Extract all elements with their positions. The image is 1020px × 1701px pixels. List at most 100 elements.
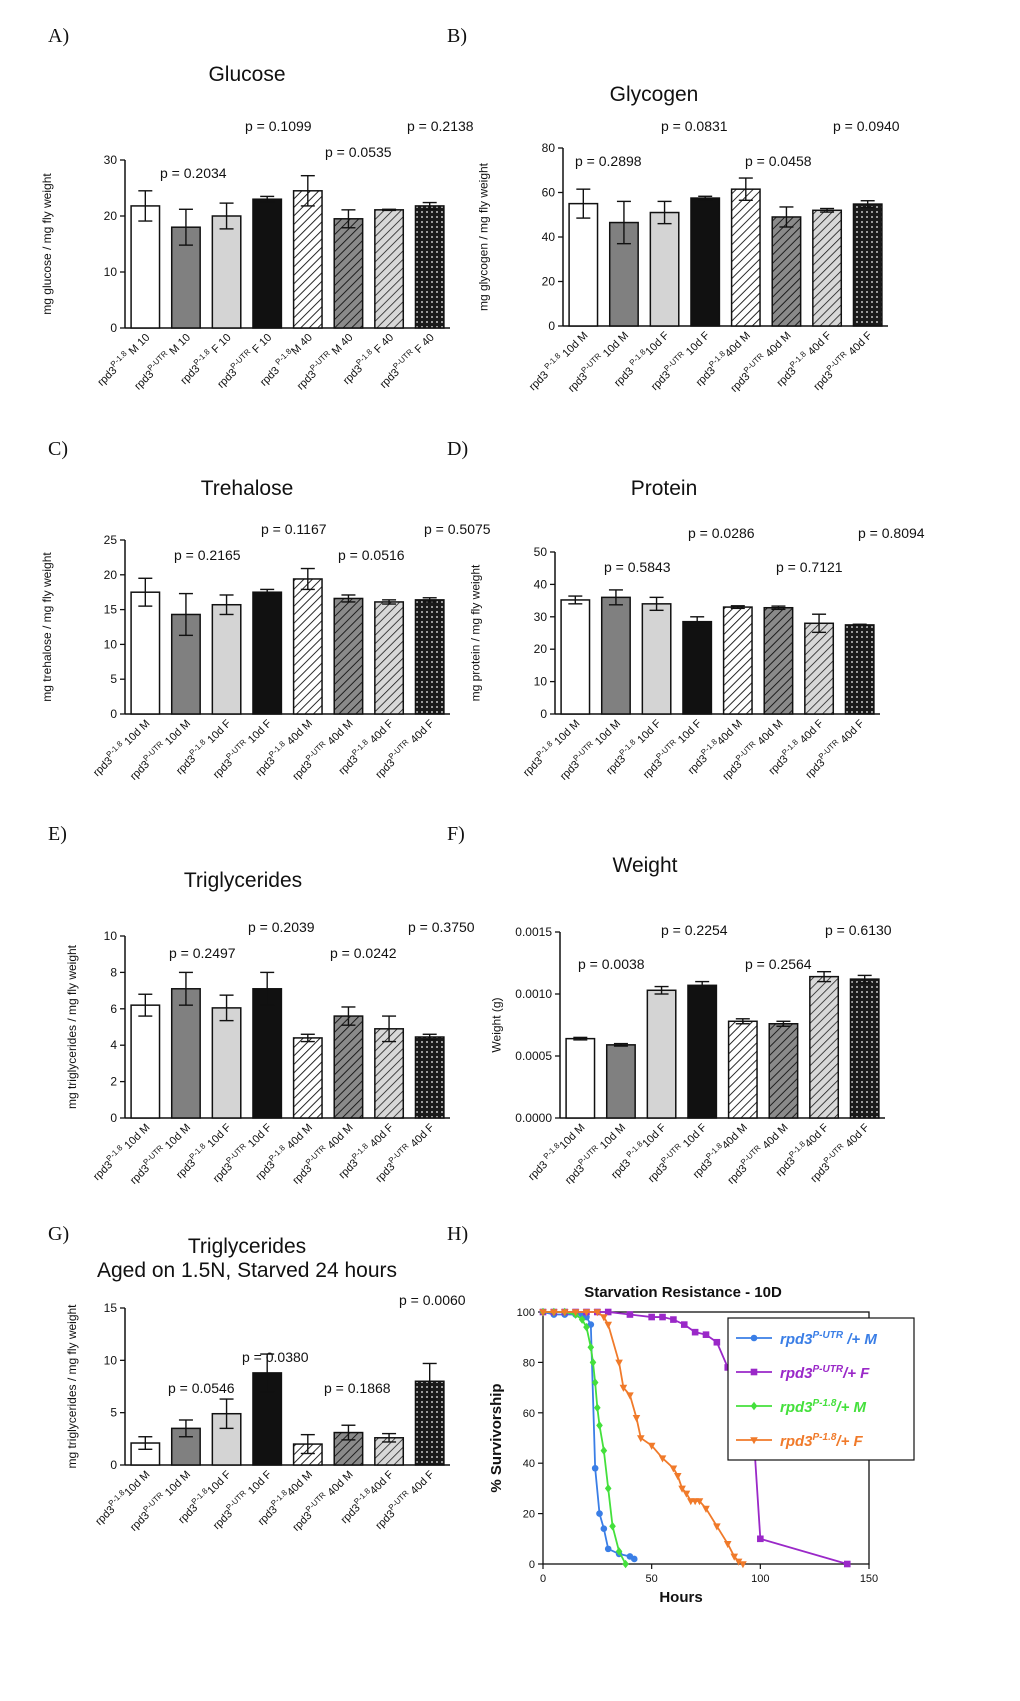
x-tick-label-text: 40d M [285, 1469, 315, 1499]
x-tick-label-text: rpd3 [176, 1502, 200, 1526]
bar [211, 215, 242, 329]
legend-label-sup: P-1.8 [813, 1432, 837, 1443]
x-tick-label-text: 40d M [323, 1469, 355, 1501]
x-tick-label-text: rpd3 [686, 753, 710, 777]
bar [646, 989, 677, 1119]
y-tick-label: 25 [104, 533, 118, 547]
x-tick-label-text: rpd3 [211, 757, 235, 781]
y-tick-label: 10 [534, 675, 548, 689]
bar [641, 603, 672, 715]
data-point [594, 1403, 601, 1413]
y-tick-label: 0.0010 [515, 987, 552, 1001]
chart-title: Glucose [208, 63, 285, 86]
data-point [669, 1465, 678, 1473]
x-tick-label-text: rpd3 [609, 1155, 635, 1181]
data-point [632, 1415, 641, 1423]
data-point [596, 1421, 603, 1430]
legend-label: rpd3P-UTR /+ M [780, 1330, 877, 1348]
p-value-label: p = 0.0831 [661, 118, 728, 134]
series-line [543, 1311, 744, 1565]
x-tick-label-text: rpd3 [526, 1157, 552, 1183]
p-value-label: p = 0.1099 [245, 118, 312, 134]
bar [211, 603, 242, 715]
bar [130, 205, 161, 329]
x-tick-label-text: rpd3 [91, 1159, 115, 1183]
legend-label-text: rpd3 [780, 1365, 813, 1382]
data-point [615, 1359, 623, 1367]
y-tick-label: 20 [534, 642, 548, 656]
y-tick-label: 10 [104, 265, 118, 279]
x-tick-label-text: 10d M [161, 718, 193, 750]
panel-label: A) [48, 25, 69, 47]
bar [812, 209, 843, 327]
panel-label: E) [48, 823, 67, 845]
data-point [615, 1547, 623, 1556]
legend-label: rpd3P-UTR/+ F [780, 1364, 870, 1382]
data-point [622, 1559, 629, 1569]
x-tick-label-text: rpd3 [290, 759, 314, 783]
bar [130, 1004, 161, 1119]
y-tick-label: 20 [542, 275, 556, 289]
x-tick-label-text: M 40 [328, 332, 356, 360]
p-value-label: p = 0.0516 [338, 547, 405, 563]
x-tick-label-text: rpd3 [337, 753, 361, 777]
x-tick-label-text: rpd3 [256, 1504, 280, 1528]
series-orange [539, 1309, 747, 1569]
bar [292, 578, 323, 715]
p-value-label: p = 0.0940 [833, 118, 900, 134]
x-tick-label-text: 10d M [596, 1122, 628, 1154]
x-tick-label-text: 40d F [804, 329, 835, 360]
data-point [587, 1342, 595, 1352]
legend-label-text: /+ F [835, 1433, 863, 1450]
x-tick-label-text: 10d F [244, 717, 275, 748]
data-point [604, 1484, 612, 1493]
x-tick-label-text: F 10 [207, 332, 233, 358]
x-tick-label-text: rpd3 [774, 1155, 798, 1179]
x-tick-label: 150 [860, 1573, 878, 1585]
data-point [658, 1455, 667, 1463]
y-tick-label: 0 [110, 1111, 117, 1125]
y-tick-label: 0.0000 [515, 1111, 552, 1125]
bar [730, 188, 761, 327]
chart-title: Trehalose [201, 477, 294, 500]
y-tick-label: 0.0005 [515, 1049, 552, 1063]
y-axis-label: mg glycogen / mg fly weight [477, 162, 491, 311]
panel-a: A) Glucose 0 10 20 30 mg glucose / mg fly weig… [40, 25, 474, 392]
data-point [647, 1442, 656, 1450]
bar [763, 606, 794, 715]
data-point [583, 1322, 590, 1332]
chart-title: Starvation Resistance - 10D [584, 1284, 782, 1301]
data-point [604, 1308, 612, 1316]
data-point [757, 1535, 764, 1543]
legend-label: rpd3P-1.8/+ M [780, 1398, 867, 1416]
data-point [571, 1309, 580, 1317]
x-tick-label: 100 [751, 1573, 769, 1585]
data-point [678, 1485, 686, 1493]
x-tick-label-text: 40d F [368, 1468, 397, 1497]
bar [333, 597, 364, 715]
x-tick-label-text: rpd3 [178, 363, 202, 387]
bar [727, 1020, 758, 1119]
p-value-label: p = 0.0242 [330, 945, 397, 961]
y-tick-label: 30 [534, 610, 548, 624]
y-tick-label: 0 [110, 707, 117, 721]
panel-d: D) Protein 0 10 20 30 40 50 mg protein / mg fly … [447, 438, 925, 783]
y-tick-label: 60 [542, 186, 556, 200]
data-point [582, 1309, 591, 1317]
data-point [587, 1321, 595, 1328]
legend-label-text: rpd3 [780, 1433, 813, 1450]
x-tick-label-text: 40d M [723, 330, 753, 360]
bar [600, 596, 631, 715]
p-value-label: p = 0.2039 [248, 919, 315, 935]
data-point [670, 1316, 677, 1323]
x-tick-label-text: rpd3 [378, 367, 402, 391]
bar [682, 620, 713, 715]
x-tick-label-text: 10d F [643, 329, 672, 358]
data-point [550, 1309, 558, 1317]
p-value-label: p = 0.0380 [242, 1349, 309, 1365]
data-point [739, 1561, 747, 1569]
x-tick-label-text: rpd3 [720, 759, 744, 783]
bar [130, 591, 161, 715]
x-tick-label-text: rpd3 [93, 1504, 117, 1528]
y-tick-label: 40 [542, 230, 556, 244]
